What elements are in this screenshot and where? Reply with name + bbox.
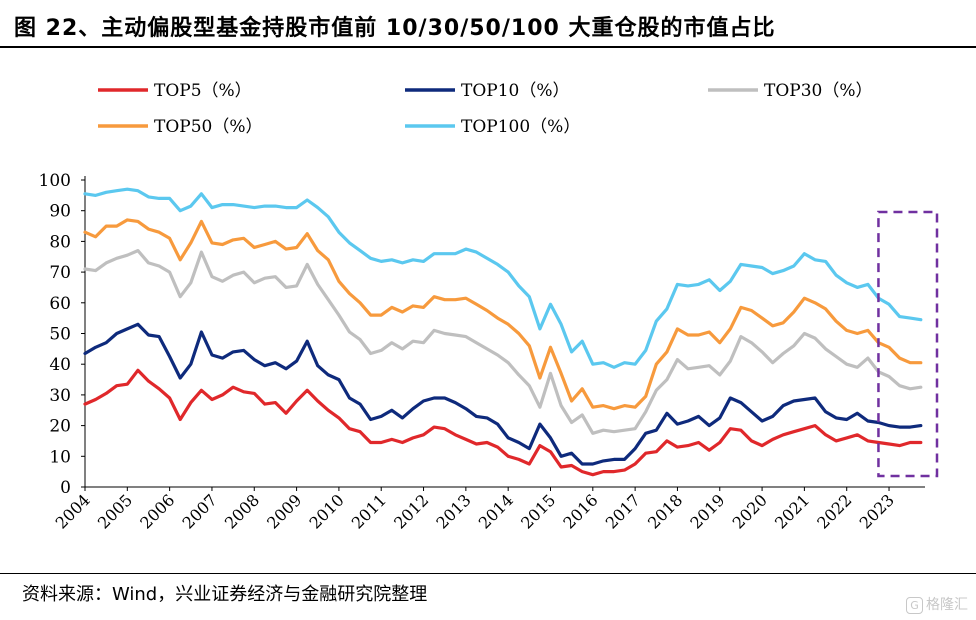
highlight-box-layer [877,210,939,478]
watermark-logo-icon: G [906,597,923,614]
watermark-text: 格隆汇 [926,597,968,613]
x-tick-label: 2021 [771,490,813,532]
x-tick-label: 2019 [686,490,728,532]
y-tick-label: 60 [49,294,71,314]
series-line-3 [83,249,923,435]
x-tick-label: 2023 [856,490,898,532]
y-tick-label: 40 [49,355,71,375]
line-chart: TOP5（%） TOP10（%） TOP30（%） TOP50（%） TOP100（%）… [39,81,939,533]
x-tick-label: 2009 [263,490,305,532]
source-rule [0,573,976,574]
y-tick-label: 70 [49,263,71,283]
x-tick-label: 2017 [602,490,644,532]
x-tick-label: 2012 [390,490,432,532]
x-tick-label: 2008 [221,490,263,532]
y-tick-label: 30 [49,386,71,406]
figure-title: 图 22、主动偏股型基金持股市值前 10/30/50/100 大重仓股的市值占比 [14,16,776,41]
legend-label-1: TOP5（%） [154,81,252,101]
legend-label-3: TOP30（%） [764,81,873,101]
series-line-2 [83,322,923,466]
y-tick-label: 100 [39,171,71,191]
y-tick-label: 0 [60,478,71,498]
series-line-1 [83,368,923,477]
x-tick-label: 2010 [306,490,348,532]
x-tick-label: 2004 [52,490,94,532]
y-tick-label: 20 [49,417,71,437]
x-tick-label: 2015 [517,490,559,532]
title-rule [0,46,976,48]
x-tick-label: 2014 [475,490,517,532]
y-tick-label: 90 [49,202,71,222]
x-tick-label: 2013 [432,490,474,532]
x-tick-label: 2011 [348,490,390,532]
x-tick-label: 2016 [559,490,601,532]
watermark: G 格隆汇 [906,594,968,614]
series-line-5 [83,187,923,369]
x-tick-label: 2022 [813,490,855,532]
x-axis: 2004 2005 2006 2007 2008 2009 2010 2011 2012 2013… [52,486,925,533]
x-tick-label: 2007 [179,490,221,532]
x-tick-label: 2006 [136,490,178,532]
x-tick-label: 2018 [644,490,686,532]
legend-label-4: TOP50（%） [154,117,263,137]
x-tick-label: 2005 [94,490,136,532]
x-tick-label: 2020 [729,490,771,532]
source-note: 资料来源：Wind，兴业证券经济与金融研究院整理 [22,584,428,605]
series-lines [83,187,923,477]
y-tick-label: 10 [49,447,71,467]
series-line-4 [83,218,923,411]
y-axis: 0 10 20 30 40 50 60 70 80 90 100 [39,171,86,498]
legend-label-5: TOP100（%） [461,117,580,137]
y-tick-label: 80 [49,232,71,252]
chart-legend: TOP5（%） TOP10（%） TOP30（%） TOP50（%） TOP100（%） [98,81,873,137]
legend-label-2: TOP10（%） [461,81,570,101]
highlight-box [877,210,939,478]
y-tick-label: 50 [49,325,71,345]
